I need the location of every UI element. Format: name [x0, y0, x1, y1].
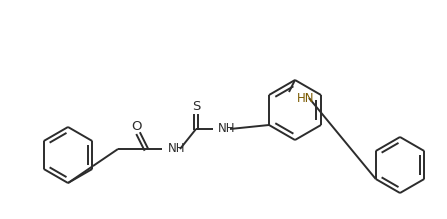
Text: HN: HN [297, 92, 315, 104]
Text: S: S [192, 99, 200, 113]
Text: NH: NH [168, 141, 186, 154]
Text: NH: NH [218, 122, 236, 134]
Text: O: O [131, 120, 141, 134]
